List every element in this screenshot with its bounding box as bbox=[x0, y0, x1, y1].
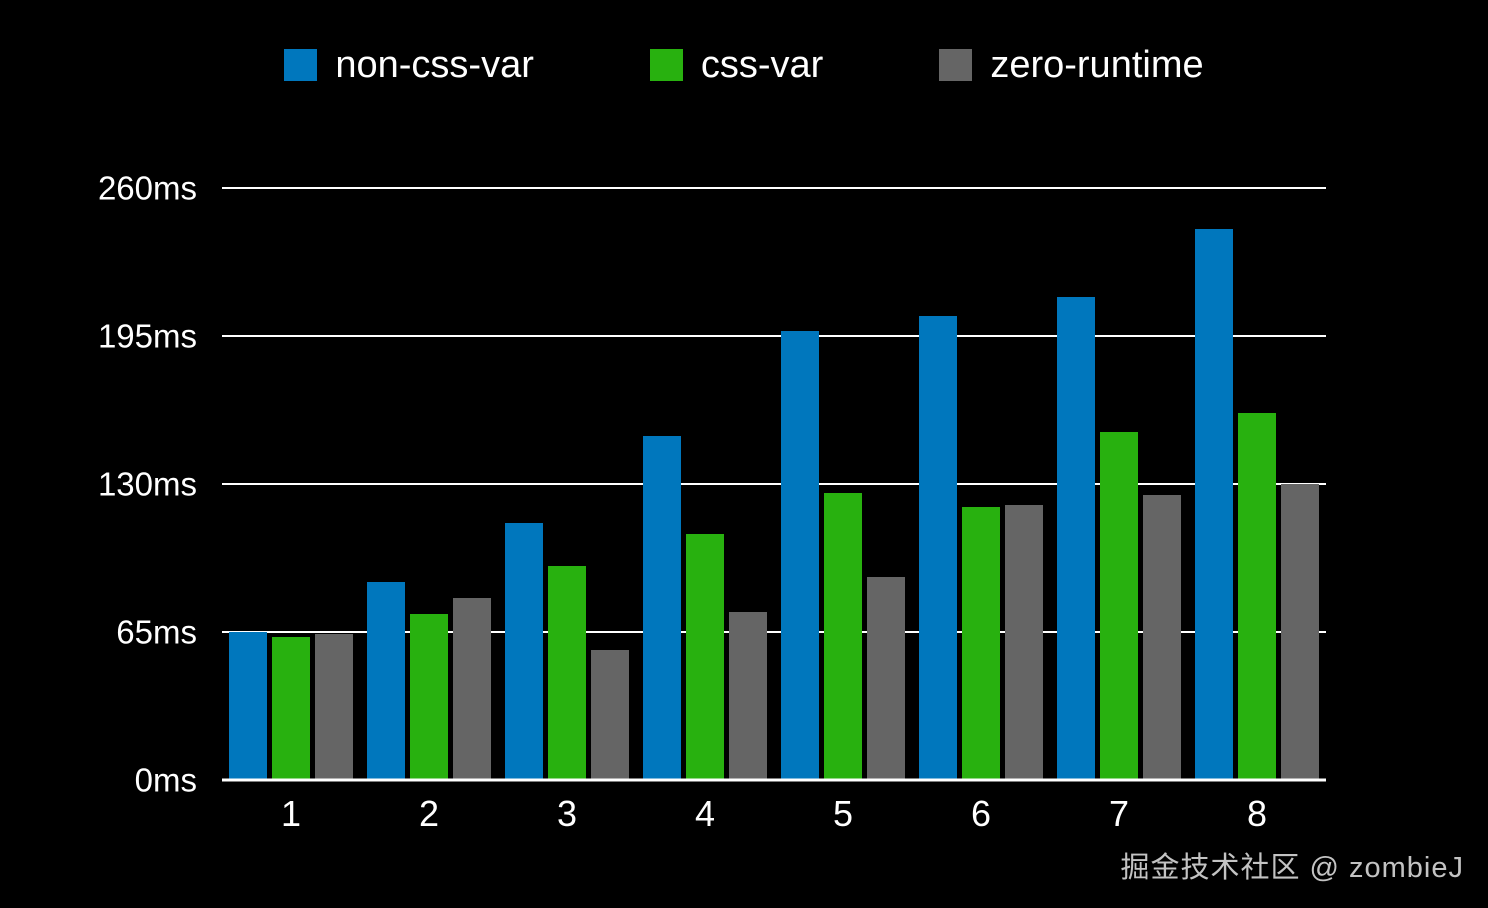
bar-zero-runtime-5 bbox=[867, 577, 905, 780]
bar-group-7: 7 bbox=[1050, 188, 1188, 832]
ytick-label-65ms: 65ms bbox=[116, 613, 197, 651]
watermark: 掘金技术社区 @ zombieJ bbox=[1120, 852, 1464, 884]
bar-non-css-var-2 bbox=[367, 581, 405, 780]
ytick-label-195ms: 195ms bbox=[97, 317, 197, 355]
bar-group-3: 3 bbox=[498, 188, 636, 832]
legend-item-non-css-var: non-css-var bbox=[284, 46, 534, 84]
legend-swatch-css-var bbox=[649, 49, 683, 81]
bar-group-8: 8 bbox=[1188, 188, 1326, 832]
bar-group-5: 5 bbox=[774, 188, 912, 832]
bar-zero-runtime-6 bbox=[1005, 504, 1043, 780]
ytick-label-130ms: 130ms bbox=[97, 465, 197, 503]
bar-non-css-var-3 bbox=[505, 522, 543, 780]
bar-group-1: 1 bbox=[222, 188, 360, 832]
xtick-label-1: 1 bbox=[280, 793, 302, 834]
xtick-label-6: 6 bbox=[970, 793, 992, 834]
bar-zero-runtime-7 bbox=[1143, 495, 1181, 780]
bar-css-var-8 bbox=[1238, 413, 1276, 780]
bar-non-css-var-4 bbox=[643, 436, 681, 780]
plot-area: 0ms 65ms 130ms 195ms 260ms 1 2 3 4 5 6 7 8 bbox=[98, 172, 1326, 832]
bar-non-css-var-7 bbox=[1057, 297, 1095, 780]
bar-group-6: 6 bbox=[912, 188, 1050, 832]
ytick-label-260ms: 260ms bbox=[97, 169, 197, 207]
bar-zero-runtime-8 bbox=[1281, 484, 1319, 780]
legend: non-css-var css-var zero-runtime bbox=[0, 46, 1488, 84]
bar-group-2: 2 bbox=[360, 188, 498, 832]
y-axis-labels: 0ms 65ms 130ms 195ms 260ms bbox=[32, 172, 197, 797]
bar-zero-runtime-1 bbox=[315, 634, 353, 780]
legend-swatch-non-css-var bbox=[284, 49, 318, 81]
bar-non-css-var-1 bbox=[229, 632, 267, 780]
bar-css-var-6 bbox=[962, 506, 1000, 780]
bar-group-4: 4 bbox=[636, 188, 774, 832]
x-axis-line bbox=[222, 778, 1326, 782]
gridline-260ms bbox=[222, 187, 1326, 189]
gridline-195ms bbox=[222, 335, 1326, 337]
bar-css-var-5 bbox=[824, 493, 862, 780]
bar-groups: 1 2 3 4 5 6 7 8 bbox=[222, 188, 1326, 832]
legend-label-css-var: css-var bbox=[700, 44, 824, 86]
legend-item-css-var: css-var bbox=[649, 44, 824, 86]
xtick-label-3: 3 bbox=[556, 793, 578, 834]
legend-label-non-css-var: non-css-var bbox=[335, 44, 534, 86]
xtick-label-7: 7 bbox=[1108, 793, 1130, 834]
xtick-label-2: 2 bbox=[418, 793, 440, 834]
legend-swatch-zero-runtime bbox=[939, 49, 973, 81]
legend-label-zero-runtime: zero-runtime bbox=[990, 44, 1204, 86]
bar-css-var-2 bbox=[410, 613, 448, 780]
bar-css-var-1 bbox=[272, 636, 310, 780]
gridlines bbox=[222, 187, 1326, 782]
xtick-label-4: 4 bbox=[694, 793, 716, 834]
legend-item-zero-runtime: zero-runtime bbox=[939, 44, 1204, 86]
xtick-label-8: 8 bbox=[1246, 793, 1268, 834]
bar-non-css-var-5 bbox=[781, 331, 819, 780]
ytick-label-0ms: 0ms bbox=[134, 761, 197, 799]
bar-zero-runtime-3 bbox=[591, 650, 629, 780]
bar-zero-runtime-4 bbox=[729, 611, 767, 780]
gridline-130ms bbox=[222, 483, 1326, 485]
xtick-label-5: 5 bbox=[832, 793, 854, 834]
bar-css-var-4 bbox=[686, 534, 724, 780]
bar-css-var-3 bbox=[548, 565, 586, 780]
bar-zero-runtime-2 bbox=[453, 597, 491, 780]
gridline-65ms bbox=[222, 631, 1326, 633]
bar-non-css-var-6 bbox=[919, 315, 957, 780]
bar-css-var-7 bbox=[1100, 431, 1138, 780]
bar-non-css-var-8 bbox=[1195, 229, 1233, 780]
